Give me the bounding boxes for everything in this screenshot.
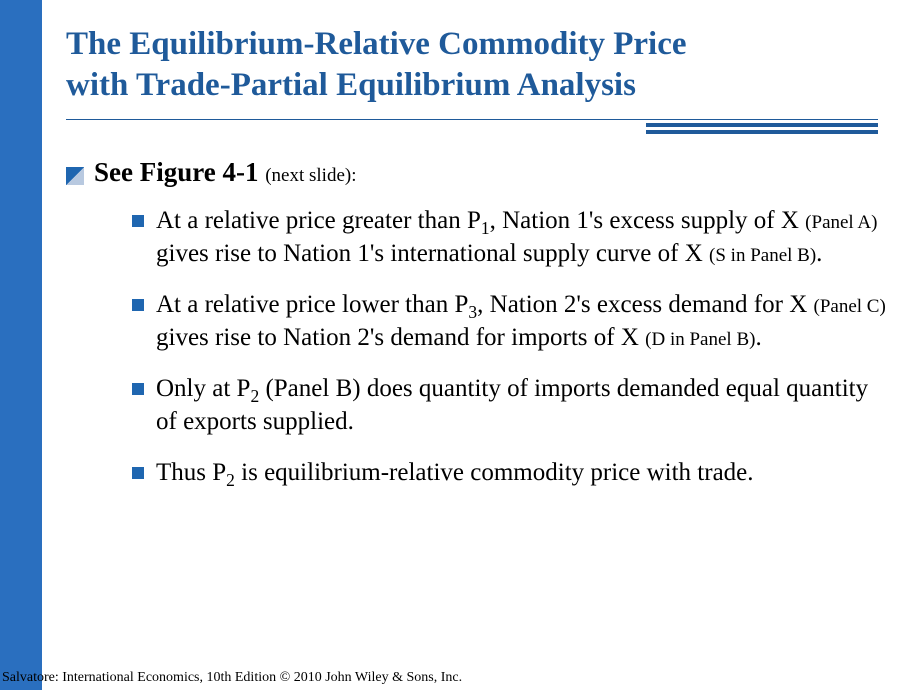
title-rule [66,119,900,133]
main-bullet-bold: See Figure 4-1 [94,157,258,187]
square-bullet-icon [132,467,144,479]
slide-content: The Equilibrium-Relative Commodity Price… [66,0,900,507]
main-bullet-note: (next slide): [265,165,356,186]
square-bullet-icon [66,167,84,185]
rule-thin [66,119,878,120]
square-bullet-icon [132,383,144,395]
title-line-1: The Equilibrium-Relative Commodity Price [66,26,687,62]
footer-citation: Salvatore: International Economics, 10th… [2,670,462,686]
title-line-2: with Trade-Partial Equilibrium Analysis [66,67,636,103]
main-bullet: See Figure 4-1 (next slide): [66,155,900,188]
list-item: At a relative price greater than P1, Nat… [132,204,890,270]
list-item: Only at P2 (Panel B) does quantity of im… [132,372,890,438]
left-accent-bar [0,0,42,690]
sub-bullet-list: At a relative price greater than P1, Nat… [132,204,890,489]
main-bullet-text: See Figure 4-1 (next slide): [94,157,357,188]
list-item-text: At a relative price lower than P3, Natio… [156,288,890,354]
square-bullet-icon [132,299,144,311]
rule-thick-2 [646,130,878,134]
list-item-text: At a relative price greater than P1, Nat… [156,204,890,270]
list-item-text: Only at P2 (Panel B) does quantity of im… [156,372,890,438]
list-item-text: Thus P2 is equilibrium-relative commodit… [156,456,754,489]
slide-title: The Equilibrium-Relative Commodity Price… [66,0,900,107]
square-bullet-icon [132,215,144,227]
list-item: Thus P2 is equilibrium-relative commodit… [132,456,890,489]
rule-thick-1 [646,123,878,127]
list-item: At a relative price lower than P3, Natio… [132,288,890,354]
